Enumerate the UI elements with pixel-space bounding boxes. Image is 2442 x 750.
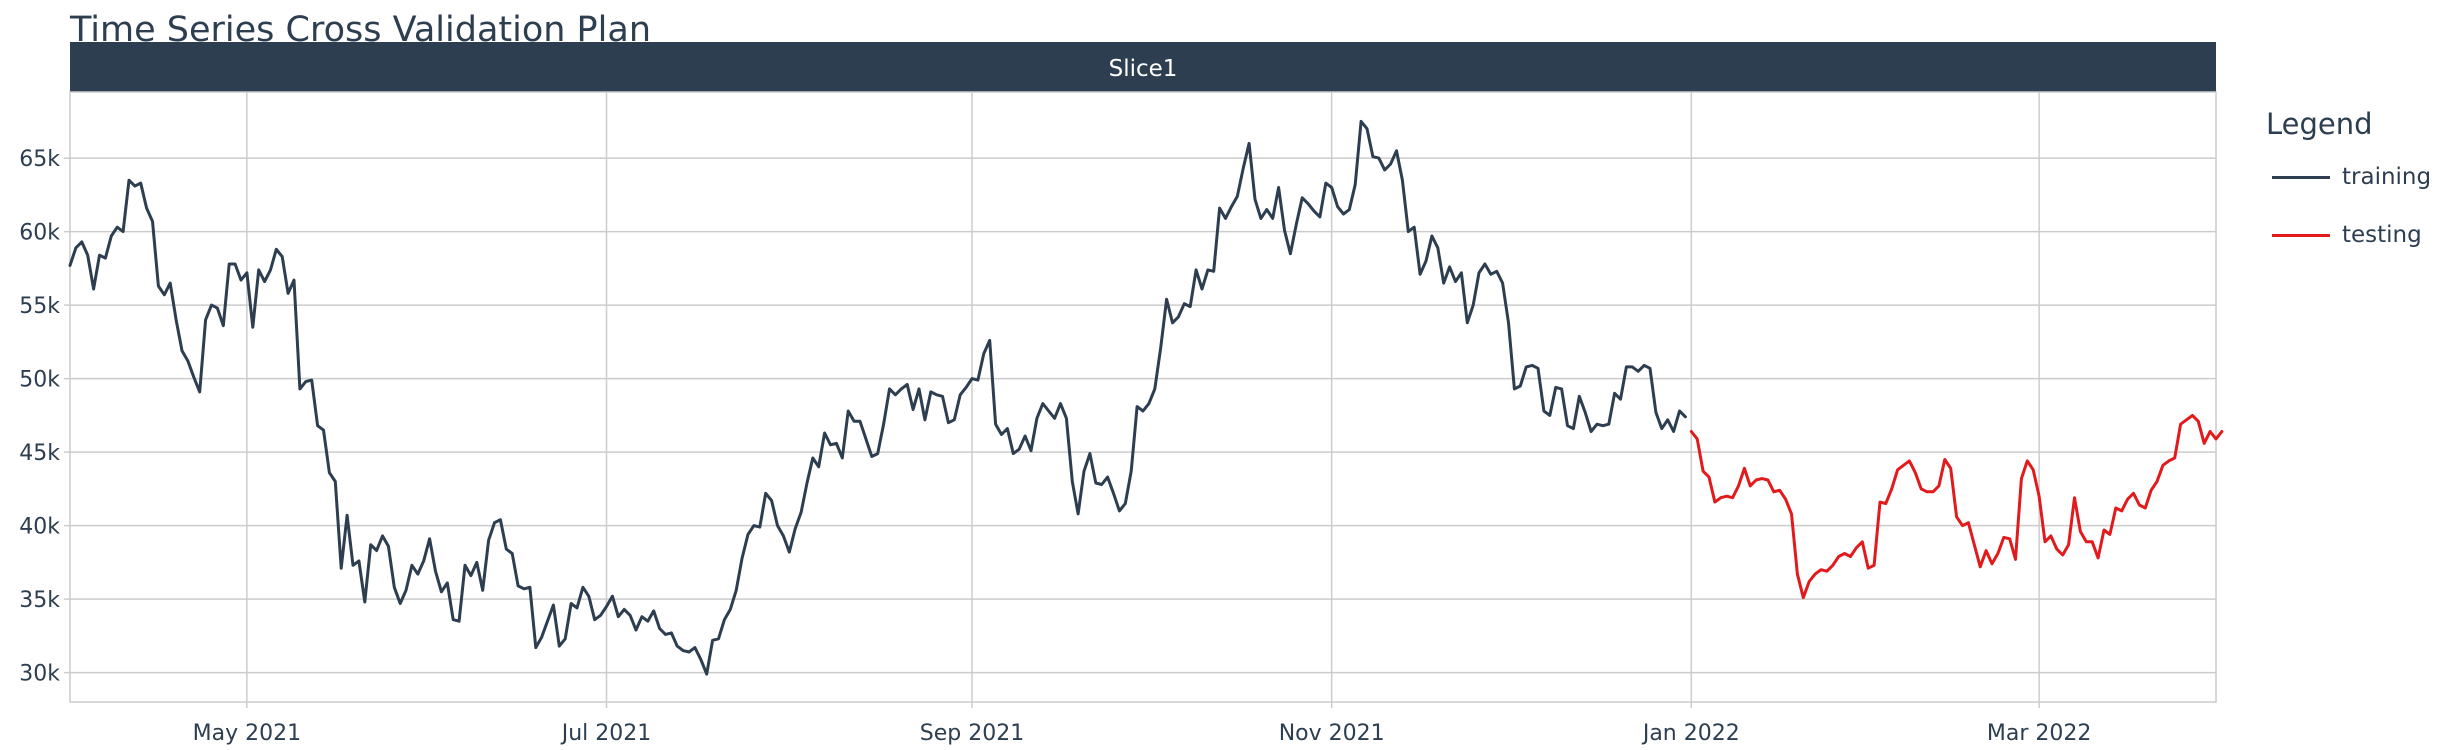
legend-item-training[interactable]: training: [2266, 148, 2436, 206]
series-lines: [68, 119, 2224, 676]
y-tick-label: 30k: [19, 662, 60, 687]
series-line-training: [68, 119, 1687, 676]
facet-strip: [70, 42, 2216, 92]
y-tick-label: 55k: [19, 294, 60, 319]
legend-label-testing: testing: [2342, 222, 2422, 248]
grid-lines: [70, 92, 2216, 702]
legend-label-training: training: [2342, 164, 2432, 190]
x-tick-label: Sep 2021: [920, 721, 1024, 746]
y-tick-label: 50k: [19, 368, 60, 393]
y-tick-label: 60k: [19, 221, 60, 246]
y-tick-label: 40k: [19, 515, 60, 540]
y-tick-label: 35k: [19, 588, 60, 613]
y-tick-label: 65k: [19, 147, 60, 172]
y-tick-label: 45k: [19, 441, 60, 466]
legend-swatch-training: [2272, 175, 2330, 179]
x-tick-label: Nov 2021: [1279, 721, 1385, 746]
legend-item-testing[interactable]: testing: [2266, 206, 2436, 264]
series-line-testing: [1689, 413, 2224, 600]
plot-panel: [69, 91, 2217, 703]
legend-title: Legend: [2266, 107, 2373, 141]
x-tick-label: Mar 2022: [1987, 721, 2092, 746]
x-tick-label: Jan 2022: [1641, 721, 1740, 746]
facet-label: Slice1: [1109, 56, 1178, 82]
x-axis: May 2021 Jul 2021 Sep 2021 Nov 2021 Jan 2022…: [193, 702, 2092, 746]
legend-swatch-testing: [2272, 233, 2330, 237]
x-tick-label: May 2021: [193, 721, 301, 746]
legend: Legend training testing: [2266, 104, 2436, 264]
y-axis: 30k 35k 40k 45k 50k 55k 60k 65k: [19, 147, 70, 687]
x-tick-label: Jul 2021: [560, 721, 652, 746]
